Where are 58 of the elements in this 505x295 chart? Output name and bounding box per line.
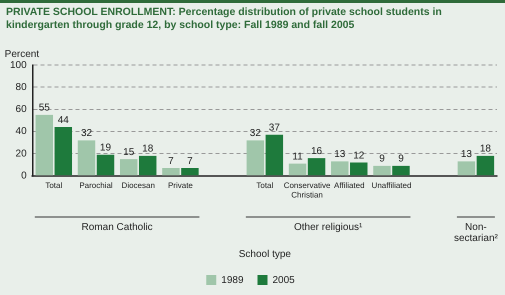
data-label: 13	[334, 149, 346, 160]
bar	[350, 162, 368, 176]
x-tick-label: Diocesan	[122, 180, 155, 190]
bar	[392, 166, 410, 176]
data-label: 12	[353, 150, 365, 162]
data-label: 18	[480, 144, 492, 155]
bar	[36, 114, 54, 176]
x-tick-label: Parochial	[79, 180, 113, 190]
bar	[458, 161, 476, 176]
bar	[181, 168, 199, 176]
data-label: 44	[58, 114, 70, 126]
y-tick-label: 20	[16, 148, 28, 160]
x-tick-label: Total	[45, 180, 62, 190]
bar	[120, 159, 138, 176]
legend-label: 2005	[272, 274, 296, 286]
data-label: 32	[250, 128, 262, 140]
x-tick-label: Total	[256, 180, 274, 190]
text: Non-sectarian²	[454, 222, 499, 244]
y-tick-label: 40	[16, 126, 28, 138]
bar	[246, 140, 264, 176]
data-label: 9	[398, 154, 404, 165]
bar	[54, 127, 72, 176]
data-label: 15	[123, 146, 135, 158]
legend-label: 1989	[221, 274, 244, 286]
data-label: 7	[187, 156, 194, 167]
bar	[138, 156, 156, 176]
data-label: 16	[310, 146, 323, 157]
bar	[476, 156, 494, 176]
data-label: 7	[168, 156, 174, 167]
data-label: 32	[80, 128, 92, 140]
text: Roman Catholic	[82, 222, 153, 233]
data-label: 18	[142, 144, 154, 155]
chart-title: PRIVATE SCHOOL ENROLLMENT: Percentage distribution of private school students in kindergarten through grade 12, by school type: Fall 1989 and fall 2005	[5, 5, 443, 33]
data-label: 55	[38, 102, 50, 114]
x-tick-label: Private	[168, 180, 194, 190]
y-axis-title: Percent	[4, 48, 40, 60]
bar	[266, 134, 284, 176]
x-tick-label: Affiliated	[334, 180, 365, 190]
data-label: 11	[292, 151, 304, 162]
bar	[162, 168, 180, 176]
x-axis-title: School type	[238, 248, 292, 260]
y-tick-label: 0	[21, 170, 28, 182]
y-tick-label: 80	[16, 82, 28, 93]
bar	[373, 166, 391, 176]
data-label: 13	[460, 149, 472, 160]
text: Other religious¹	[294, 222, 364, 233]
y-tick-label: 100	[10, 60, 28, 71]
bar	[308, 158, 326, 176]
x-tick-label: Unaffiliated	[372, 180, 412, 190]
y-tick-label: 60	[16, 104, 28, 116]
data-label: 19	[100, 142, 112, 154]
bar	[96, 154, 114, 176]
data-label: 9	[379, 154, 386, 165]
data-label: 37	[268, 122, 280, 134]
bar	[78, 140, 96, 176]
x-tick-label: Conservative Christian	[284, 180, 331, 200]
bar	[288, 164, 306, 176]
bar	[331, 161, 349, 176]
